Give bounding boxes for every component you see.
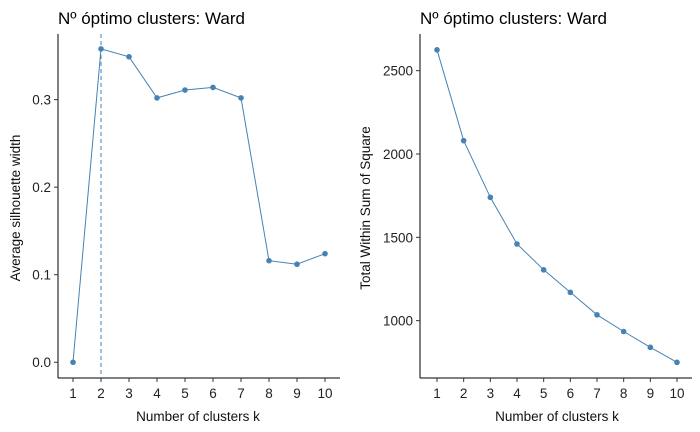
chart-title-left: Nº óptimo clusters: Ward xyxy=(58,9,245,28)
x-tick-label: 10 xyxy=(669,386,684,401)
y-tick-label: 0.1 xyxy=(32,268,51,283)
x-tick-label: 8 xyxy=(265,386,273,401)
data-point xyxy=(594,312,600,318)
data-point xyxy=(70,359,76,366)
data-point xyxy=(294,261,300,268)
x-tick-label: 5 xyxy=(181,386,189,401)
data-point xyxy=(567,289,574,296)
x-tick-label: 10 xyxy=(317,386,332,401)
data-point xyxy=(322,250,328,257)
y-tick-label: 1000 xyxy=(383,314,413,329)
x-tick-label: 6 xyxy=(567,386,575,401)
x-tick-label: 7 xyxy=(237,386,245,401)
series-line xyxy=(72,48,326,363)
data-point xyxy=(238,95,244,101)
chart-title-right: Nº óptimo clusters: Ward xyxy=(420,9,607,28)
plot-area-left: 0.0 0.1 0.2 0.3 1 2 3 4 5 6 7 8 9 10 xyxy=(32,34,340,401)
data-point xyxy=(154,95,160,101)
data-point xyxy=(514,241,520,247)
y-tick-label: 1500 xyxy=(383,230,413,245)
data-point xyxy=(182,87,188,93)
x-tick-label: 2 xyxy=(97,386,105,401)
y-tick-label: 0.2 xyxy=(32,180,51,195)
x-tick-label: 3 xyxy=(125,386,133,401)
x-tick-label: 7 xyxy=(593,386,601,401)
data-point xyxy=(210,84,216,91)
y-tick-label: 2000 xyxy=(383,147,413,162)
x-tick-label: 4 xyxy=(153,386,161,401)
panel-wss: Nº óptimo clusters: Ward Total Within Su… xyxy=(358,9,692,424)
data-point xyxy=(540,267,547,273)
x-axis-label-right: Number of clusters k xyxy=(495,409,619,424)
x-tick-label: 8 xyxy=(620,386,628,401)
data-point xyxy=(126,53,132,60)
series-line xyxy=(436,49,678,363)
panel-silhouette: Nº óptimo clusters: Ward Average silhoue… xyxy=(8,9,340,424)
x-tick-label: 4 xyxy=(513,386,521,401)
x-tick-label: 1 xyxy=(69,386,77,401)
data-point xyxy=(647,344,654,351)
y-tick-label: 2500 xyxy=(383,64,413,79)
y-tick-label: 0.0 xyxy=(32,355,51,370)
x-axis-label-left: Number of clusters k xyxy=(136,409,260,424)
x-tick-label: 9 xyxy=(293,386,301,401)
data-point xyxy=(620,328,627,335)
data-point xyxy=(674,359,680,366)
y-tick-label: 0.3 xyxy=(32,93,51,108)
data-point xyxy=(98,46,104,52)
data-point xyxy=(487,194,494,201)
data-point xyxy=(266,257,272,264)
data-point xyxy=(434,47,440,53)
x-tick-label: 2 xyxy=(460,386,468,401)
y-axis-label-right: Total Within Sum of Square xyxy=(358,126,373,290)
x-tick-label: 5 xyxy=(540,386,548,401)
data-point xyxy=(460,137,467,144)
x-tick-label: 1 xyxy=(433,386,441,401)
x-tick-label: 9 xyxy=(647,386,655,401)
plot-area-right: 1000 1500 2000 2500 1 2 3 4 5 6 7 8 9 10 xyxy=(383,34,692,401)
y-axis-label-left: Average silhouette width xyxy=(8,135,23,282)
x-tick-label: 3 xyxy=(487,386,495,401)
x-tick-label: 6 xyxy=(209,386,217,401)
